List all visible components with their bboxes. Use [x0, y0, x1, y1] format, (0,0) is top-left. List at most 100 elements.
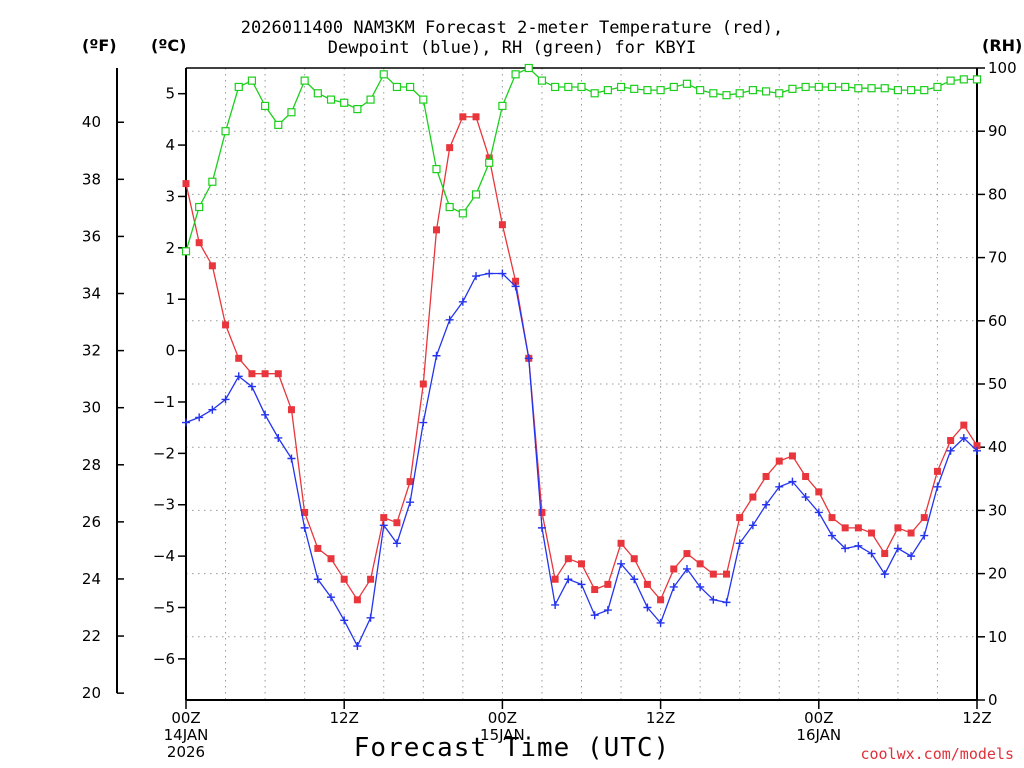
temperature-point	[512, 277, 520, 285]
dewpoint-point	[353, 642, 362, 651]
dewpoint-point	[709, 595, 718, 604]
dewpoint-point	[182, 418, 190, 427]
rh-point	[432, 165, 441, 174]
rh-point	[234, 82, 243, 92]
dewpoint-point	[524, 354, 533, 363]
celsius-tick-label: 2	[165, 239, 175, 257]
x-tick-date: 15JAN	[480, 726, 525, 744]
temperature-point	[828, 514, 836, 522]
temperature-point	[960, 421, 968, 429]
dewpoint-point	[498, 269, 507, 278]
rh-point	[340, 98, 349, 107]
dewpoint-point	[682, 564, 691, 573]
rh-point	[696, 86, 705, 95]
temperature-point	[551, 575, 559, 583]
temperature-point	[868, 529, 876, 537]
rh-point	[801, 82, 810, 92]
rh-point	[537, 76, 547, 85]
dewpoint-point	[406, 498, 415, 507]
dewpoint-point	[419, 418, 428, 427]
rh-point	[419, 95, 428, 104]
rh-point	[933, 82, 942, 92]
rh-point	[959, 75, 968, 84]
temperature-point	[459, 113, 467, 121]
celsius-tick-label: 0	[165, 342, 175, 360]
rh-tick-label: 60	[988, 312, 1007, 330]
fahrenheit-tick-label: 40	[82, 113, 101, 131]
rh-point	[893, 86, 903, 95]
dewpoint-point	[814, 508, 823, 517]
rh-tick-label: 0	[988, 691, 998, 709]
chart-title-line-1: 2026011400 NAM3KM Forecast 2-meter Tempe…	[240, 18, 784, 38]
rh-point	[511, 70, 520, 79]
rh-point	[392, 82, 402, 92]
dewpoint-point	[379, 521, 388, 530]
dewpoint-point	[590, 611, 599, 620]
celsius-tick-label: −6	[153, 650, 175, 668]
temperature-point	[802, 472, 810, 480]
dewpoint-point	[485, 269, 494, 278]
temperature-point	[274, 370, 282, 378]
rh-point	[261, 101, 270, 111]
dewpoint-point	[577, 580, 586, 589]
fahrenheit-tick-label: 24	[82, 570, 101, 588]
fahrenheit-tick-label: 20	[82, 684, 101, 702]
temperature-point	[920, 514, 928, 522]
dewpoint-point	[234, 372, 243, 381]
dewpoint-point	[722, 598, 731, 607]
temperature-point	[314, 544, 322, 552]
rh-point	[195, 202, 204, 212]
rh-point	[814, 82, 823, 92]
temperature-point	[617, 539, 625, 547]
rh-axis-unit: (RH)	[982, 36, 1023, 55]
rh-point	[906, 86, 916, 95]
dewpoint-point	[340, 616, 349, 625]
rh-point	[379, 70, 388, 79]
celsius-tick-label: −1	[153, 393, 175, 411]
dewpoint-point	[287, 454, 296, 463]
dewpoint-point	[458, 297, 467, 306]
temperature-point	[749, 493, 757, 501]
dewpoint-point	[735, 539, 744, 548]
rh-point	[208, 177, 217, 186]
temperature-point	[894, 524, 902, 532]
rh-point	[643, 86, 652, 95]
temperature-point	[182, 180, 190, 188]
dewpoint-point	[696, 582, 705, 591]
dewpoint-point	[445, 315, 454, 324]
temperature-point	[301, 508, 309, 516]
celsius-tick-label: 4	[165, 136, 175, 154]
dewpoint-point	[801, 493, 810, 502]
dewpoint-point	[854, 541, 863, 550]
rh-point	[326, 95, 336, 104]
rh-tick-label: 40	[988, 438, 1007, 456]
rh-point	[247, 76, 257, 85]
temperature-point	[683, 550, 691, 558]
rh-point	[366, 95, 375, 104]
rh-point	[313, 89, 322, 98]
temperature-point	[881, 550, 889, 558]
rh-point	[682, 79, 692, 88]
rh-series	[181, 63, 982, 256]
temperature-point	[235, 354, 243, 362]
dewpoint-point	[669, 582, 678, 591]
rh-point	[880, 84, 889, 93]
fahrenheit-tick-label: 36	[82, 227, 101, 245]
rh-tick-label: 50	[988, 375, 1007, 393]
temperature-point	[762, 472, 770, 480]
rh-tick-label: 80	[988, 185, 1007, 203]
dewpoint-point	[261, 410, 270, 419]
temperature-point	[446, 144, 454, 152]
dewpoint-point	[775, 482, 784, 491]
rh-point	[577, 82, 586, 92]
x-tick-label: 00Z	[804, 709, 833, 727]
temperature-point	[657, 596, 665, 604]
rh-point	[854, 84, 863, 93]
rh-tick-label: 70	[988, 249, 1007, 267]
x-tick-label: 00Z	[171, 709, 200, 727]
rh-tick-label: 100	[988, 59, 1017, 77]
temperature-point	[775, 457, 783, 465]
rh-point	[972, 75, 982, 84]
temperature-point	[670, 565, 678, 573]
